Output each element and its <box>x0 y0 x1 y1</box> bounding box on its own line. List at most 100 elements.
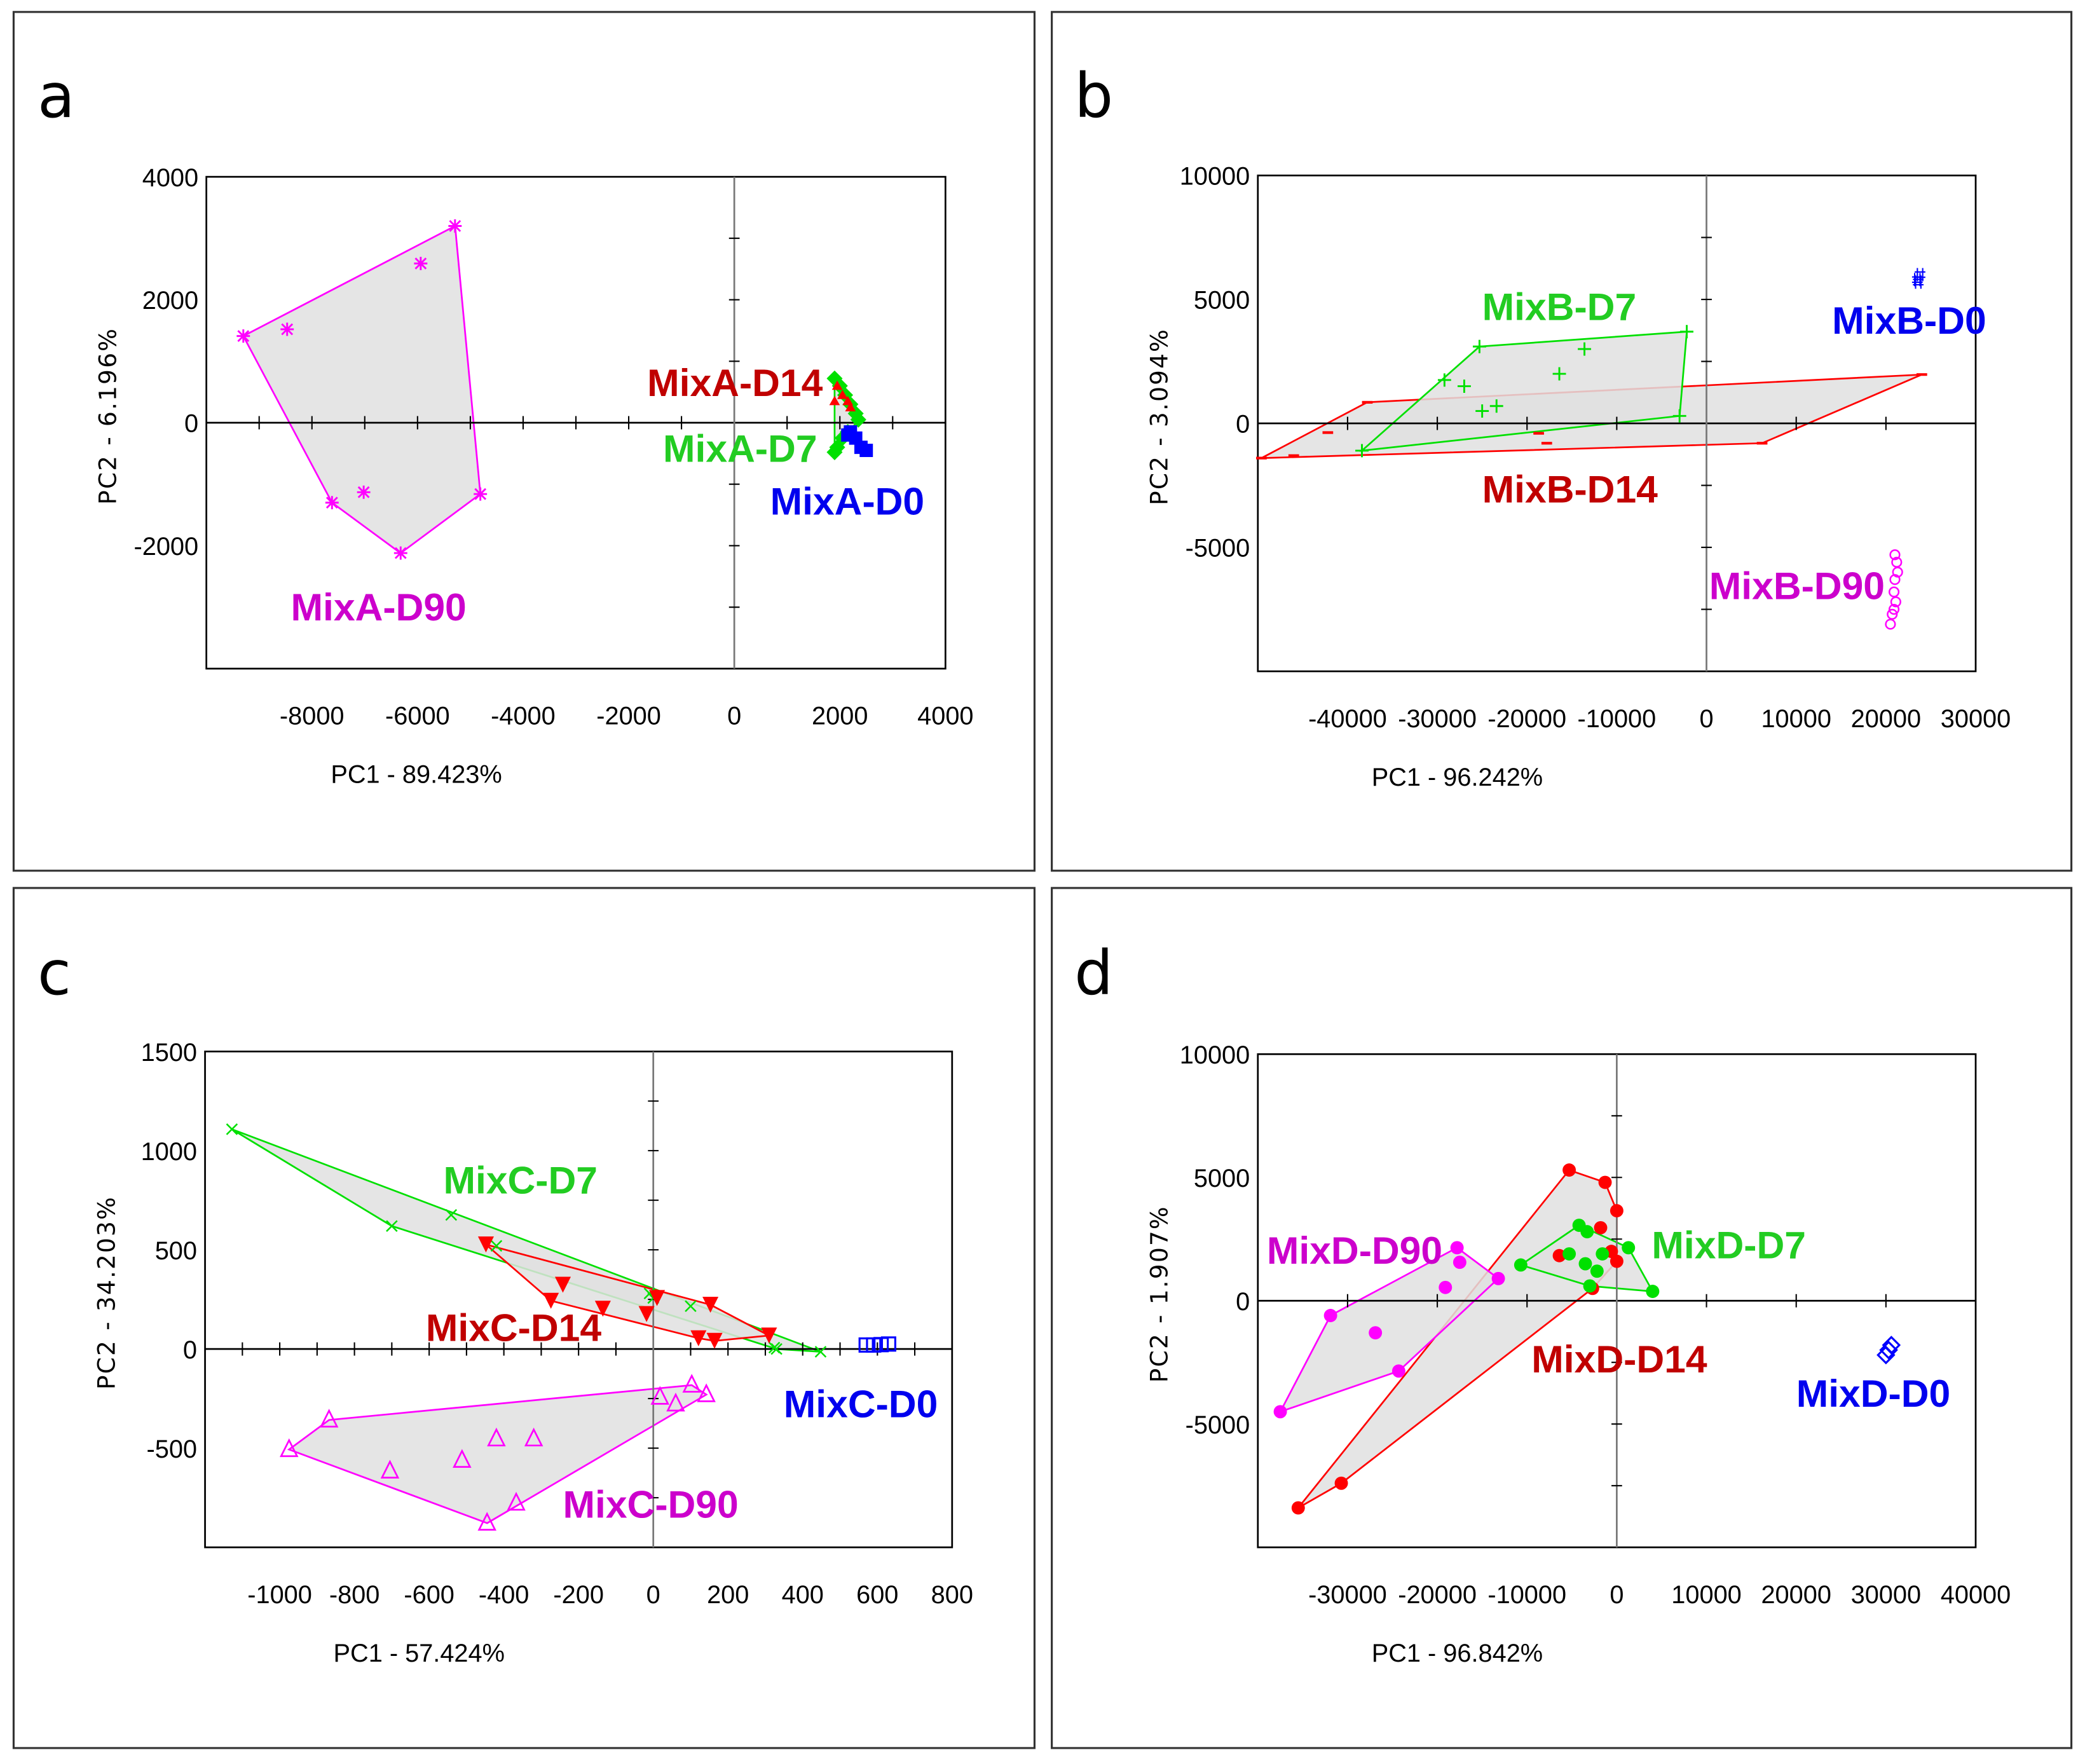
panels: a-8000 -6000 -4000 -2000 0 2000 4000400020000-… <box>12 11 2073 1749</box>
data-point <box>1913 275 1924 289</box>
group-label: MixB-D7 <box>1482 285 1637 329</box>
group-label: MixB-D0 <box>1832 299 1986 342</box>
x-tick-label: -8000 <box>280 702 345 730</box>
data-point <box>1552 367 1566 381</box>
data-point <box>1594 1220 1608 1234</box>
y-axis-label: PC2 - 3.094% <box>1145 328 1173 505</box>
y-axis-label: PC2 - 1.907% <box>1145 1205 1173 1383</box>
data-point <box>226 1123 238 1135</box>
x-tick-label: -4000 <box>491 702 556 730</box>
data-point <box>666 1392 685 1412</box>
data-point <box>1562 1163 1576 1177</box>
x-tick-label: 4000 <box>917 702 973 730</box>
data-point <box>845 402 856 412</box>
data-point <box>1472 339 1486 353</box>
x-axis-label: PC1 - 96.242% <box>1372 763 1543 791</box>
data-point <box>1562 1247 1576 1261</box>
data-point <box>1475 404 1489 418</box>
data-point <box>280 322 294 336</box>
y-tick-label: 4000 <box>142 164 198 192</box>
data-point <box>1622 1241 1636 1255</box>
data-point <box>236 329 250 343</box>
x-tick-label: -10000 <box>1487 1581 1566 1609</box>
x-tick-label: -20000 <box>1398 1581 1477 1609</box>
data-point <box>1879 1341 1898 1360</box>
group-label: MixC-D14 <box>426 1306 602 1349</box>
y-tick-label: -5000 <box>1186 535 1250 563</box>
y-tick-label: -5000 <box>1186 1411 1250 1439</box>
data-point <box>1610 1254 1624 1268</box>
series-mixb-d90: MixB-D90 <box>1709 549 1903 630</box>
x-tick-label: 2000 <box>812 702 868 730</box>
data-point <box>826 444 843 460</box>
data-point <box>1450 1241 1464 1255</box>
group-label: MixC-D7 <box>443 1159 598 1202</box>
group-label: MixC-D0 <box>784 1382 938 1425</box>
series-mixb-d14: MixB-D14 <box>1256 373 1927 510</box>
panel-letter: c <box>38 938 71 1009</box>
group-label: MixC-D90 <box>563 1483 738 1526</box>
x-tick-label: -200 <box>553 1581 604 1609</box>
x-tick-label: -2000 <box>596 702 661 730</box>
x-axis-label: PC1 - 89.423% <box>331 761 502 789</box>
data-point <box>1590 1264 1604 1278</box>
data-point <box>1437 373 1451 387</box>
data-point <box>1646 1285 1660 1298</box>
x-tick-label: 10000 <box>1671 1581 1741 1609</box>
data-point <box>1885 619 1896 630</box>
group-label: MixD-D7 <box>1651 1223 1806 1266</box>
data-point <box>490 1240 503 1252</box>
data-point <box>448 219 462 233</box>
group-label: MixB-D14 <box>1482 467 1658 510</box>
data-point <box>1489 399 1503 413</box>
panel-letter: a <box>38 60 75 132</box>
panel-letter: b <box>1074 60 1113 132</box>
x-tick-label: 30000 <box>1851 1581 1921 1609</box>
data-point <box>837 390 848 399</box>
x-tick-label: 20000 <box>1761 1581 1831 1609</box>
data-point <box>543 1292 559 1309</box>
data-point <box>524 1427 543 1447</box>
x-tick-label: -40000 <box>1308 705 1387 733</box>
data-point <box>380 1460 400 1479</box>
x-tick-label: 20000 <box>1851 705 1921 733</box>
data-point <box>1583 1279 1597 1293</box>
data-point <box>814 1346 827 1358</box>
y-tick-label: 0 <box>184 410 198 438</box>
panel-frame <box>1051 887 2073 1749</box>
data-point <box>1888 586 1900 598</box>
data-point <box>850 411 866 428</box>
group-label: MixA-D14 <box>647 361 823 404</box>
group-label: MixD-D90 <box>1267 1229 1442 1272</box>
series-mixa-d90: MixA-D90 <box>236 219 488 629</box>
data-point <box>1889 574 1901 585</box>
data-point <box>487 1427 506 1447</box>
data-point <box>357 485 371 499</box>
x-tick-label: 200 <box>707 1581 749 1609</box>
series-mixc-d7: MixC-D7 <box>226 1123 827 1358</box>
panel-a: a -8000 -6000 -4000 -2000 0 2000 4000 4000 2000 0 -… <box>12 11 1036 872</box>
y-tick-label: 1500 <box>141 1039 197 1067</box>
data-point <box>1273 1405 1287 1419</box>
y-tick-label: 5000 <box>1194 1165 1250 1193</box>
data-point <box>1323 1309 1337 1322</box>
data-point <box>554 1276 571 1293</box>
data-point <box>829 395 840 406</box>
data-point <box>1890 596 1901 608</box>
series-mixc-d90: MixC-D90 <box>280 1374 739 1531</box>
data-point <box>477 1236 494 1253</box>
x-tick-label: 800 <box>931 1581 973 1609</box>
hull-mixa-d90 <box>242 224 482 554</box>
data-point <box>1578 1257 1592 1271</box>
group-label: MixA-D90 <box>291 585 467 629</box>
group-label: MixD-D0 <box>1796 1372 1951 1415</box>
group-label: MixA-D7 <box>663 427 817 470</box>
data-point <box>706 1332 723 1349</box>
x-tick-label: -20000 <box>1487 705 1566 733</box>
series-mixa-d0: MixA-D0 <box>770 425 924 523</box>
panel-c: c -1000 -800 -600 -400 -200 0 200 400 600 800 1500 1… <box>12 887 1036 1749</box>
series-mixd-d90: MixD-D90 <box>1267 1229 1505 1419</box>
series-mixb-d0: MixB-D0 <box>1832 268 1986 342</box>
data-point <box>1889 549 1901 561</box>
